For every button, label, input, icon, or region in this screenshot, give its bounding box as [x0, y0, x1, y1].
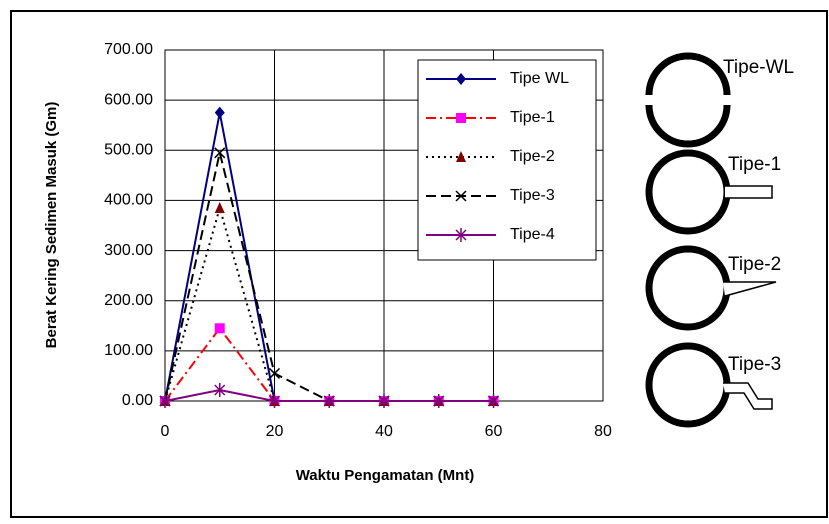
marker: [433, 394, 445, 408]
marker: [159, 394, 171, 408]
marker: [268, 367, 281, 379]
marker: [455, 228, 467, 242]
marker: [323, 394, 335, 408]
x-tick-label: 80: [594, 423, 612, 440]
y-tick-label: 400.00: [104, 192, 153, 209]
legend-label: Tipe-1: [510, 109, 555, 126]
pipe-diagram: [645, 52, 731, 148]
x-axis-label: Waktu Pengamatan (Mnt): [296, 467, 475, 484]
y-axis-label: Berat Kering Sedimen Masuk (Gm): [43, 102, 60, 349]
marker: [214, 106, 225, 119]
marker: [214, 147, 226, 159]
pipe-outlet: [723, 281, 777, 297]
legend-label: Tipe-3: [510, 187, 555, 204]
y-tick-label: 300.00: [104, 242, 153, 259]
legend-label: Tipe WL: [510, 70, 569, 87]
marker: [378, 394, 390, 408]
y-tick-label: 200.00: [104, 292, 153, 309]
diagram-label: Tipe-2: [728, 254, 781, 275]
pipe-outlet: [725, 185, 773, 199]
marker: [487, 394, 500, 408]
marker: [214, 323, 225, 334]
x-tick-label: 0: [161, 423, 170, 440]
y-tick-label: 0.00: [122, 392, 153, 409]
y-tick-label: 100.00: [104, 342, 153, 359]
y-tick-label: 600.00: [104, 91, 153, 108]
legend-label: Tipe-4: [510, 226, 555, 243]
marker: [214, 382, 226, 397]
y-tick-label: 700.00: [104, 41, 153, 58]
y-tick-label: 500.00: [104, 142, 153, 159]
marker: [455, 190, 467, 202]
diagram-label: Tipe-3: [728, 354, 781, 375]
marker: [456, 151, 466, 162]
legend-box: [417, 59, 597, 261]
marker: [268, 394, 281, 408]
pipe-outlet: [723, 382, 773, 410]
marker: [456, 113, 466, 123]
diagram-label: Tipe-1: [728, 154, 781, 175]
marker: [456, 73, 466, 85]
x-tick-label: 20: [266, 423, 284, 440]
x-tick-label: 60: [485, 423, 503, 440]
diagram-label: Tipe-WL: [723, 57, 794, 78]
marker: [214, 201, 225, 213]
x-tick-label: 40: [375, 423, 393, 440]
legend-label: Tipe-2: [510, 148, 555, 165]
